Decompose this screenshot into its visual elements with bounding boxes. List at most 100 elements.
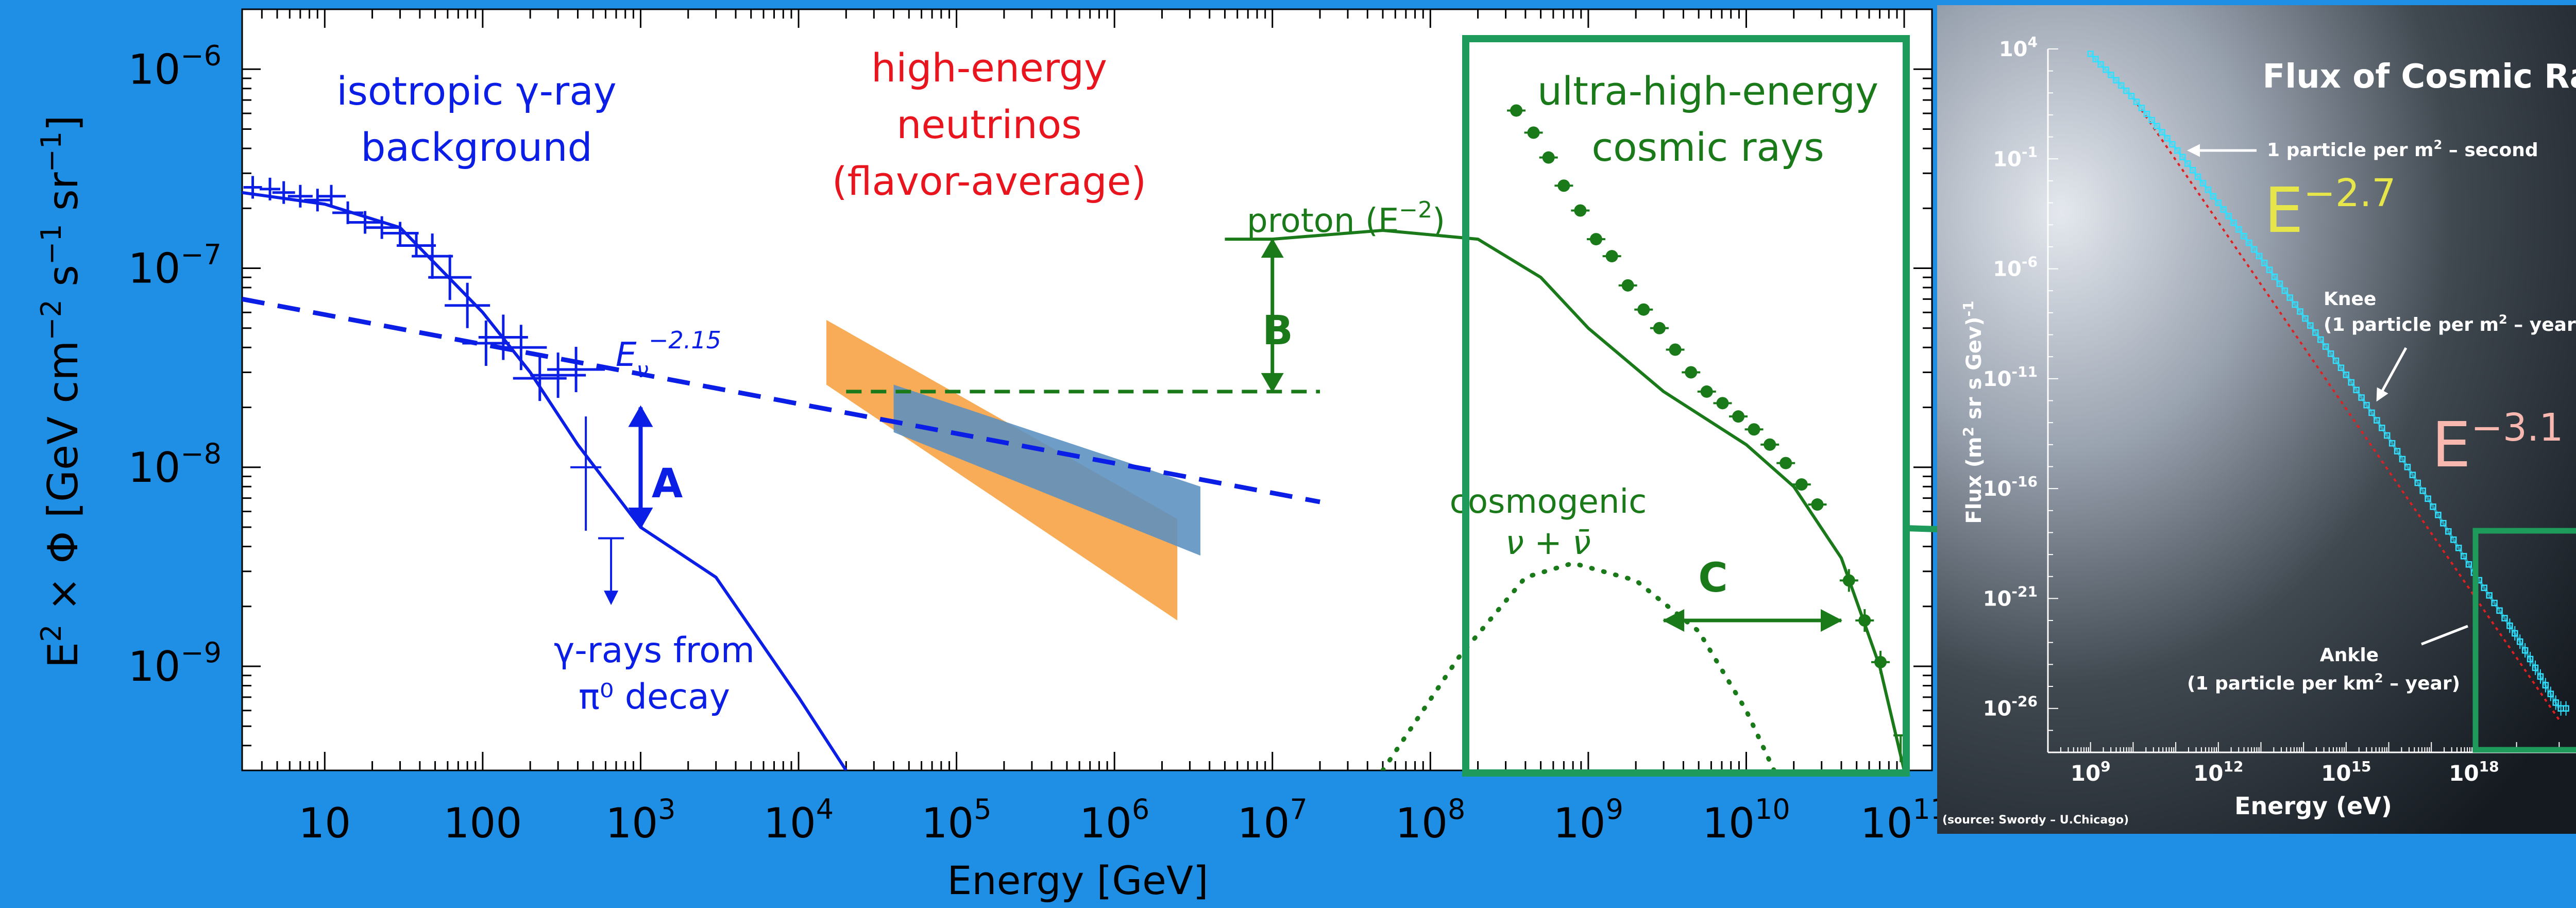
proton-curve <box>1272 229 1906 770</box>
inset-flux-point <box>2246 239 2252 246</box>
label-hen-2: neutrinos <box>896 102 1082 147</box>
inset-flux-point <box>2486 592 2493 599</box>
inset-flux-point <box>2138 105 2145 111</box>
inset-x-tick-labels: 1091012101510181021 <box>2071 758 2499 786</box>
inset-flux-point <box>2174 147 2181 154</box>
inset-flux-point <box>2108 72 2114 78</box>
inset-flux-point <box>2297 308 2303 315</box>
inset-flux-point <box>2379 425 2385 431</box>
uhecr-point <box>1589 233 1602 246</box>
y-tick-label: 10−6 <box>128 39 222 93</box>
inset-fit-line <box>2132 97 2560 721</box>
inset-flux-point <box>2189 166 2196 174</box>
main-chart: 10 100 103 104 105 106 107 108 109 1010 1011 10−61… <box>35 8 1948 903</box>
inset-y-tick-label: 10-26 <box>1983 693 2038 721</box>
inset-flux-point <box>2210 193 2217 200</box>
inset-flux-point <box>2117 82 2125 89</box>
arrow-A-head-top <box>628 405 653 427</box>
inset-flux-point <box>2317 336 2324 343</box>
inset-flux-point <box>2358 394 2365 401</box>
y-tick-label: 10−7 <box>128 239 222 293</box>
inset-flux-point <box>2312 329 2319 336</box>
uhecr-point <box>1795 478 1808 491</box>
annot-ankle: Ankle <box>2320 645 2379 666</box>
label-hen-3: (flavor-average) <box>832 158 1146 204</box>
annot-slope1: E−2.7 <box>2264 171 2396 247</box>
uhecr-point <box>1605 250 1618 263</box>
label-A: A <box>652 461 683 507</box>
label-hen-1: high-energy <box>871 45 1107 91</box>
inset-flux-point <box>2235 226 2242 233</box>
label-ev-power: Eν−2.15 <box>616 326 721 382</box>
inset-flux-point <box>2261 259 2268 266</box>
pi0-decay-curve <box>242 191 848 770</box>
inset-flux-point <box>2199 180 2207 187</box>
inset-flux-point <box>2445 528 2452 535</box>
uhecr-point <box>1685 366 1698 379</box>
inset-flux-point <box>2113 77 2120 83</box>
inset-flux-point <box>2241 232 2247 240</box>
uhecr-point <box>1700 385 1713 398</box>
inset-flux-point <box>2302 315 2309 322</box>
inset-flux-point <box>2307 322 2314 329</box>
label-C: C <box>1698 555 1727 601</box>
inset-flux-point <box>2435 512 2442 518</box>
y-tick-label: 10−9 <box>128 636 222 691</box>
inset-flux-point <box>2460 552 2467 560</box>
inset-flux-point <box>2271 273 2278 280</box>
inset-flux-point <box>2215 199 2222 206</box>
inset-flux-point <box>2374 417 2380 424</box>
inset-flux-point <box>2276 280 2283 287</box>
annot-per-second: 1 particle per m2 – second <box>2267 138 2538 161</box>
inset-y-tick-label: 10-16 <box>1983 473 2038 501</box>
inset-flux-point <box>2363 401 2370 409</box>
inset-x-tick-label: 1012 <box>2193 758 2243 786</box>
inset-flux-point <box>2092 56 2099 62</box>
inset-flux-point <box>2286 294 2293 301</box>
annot-slope2: E−3.1 <box>2432 406 2564 481</box>
annot-knee: Knee <box>2324 289 2376 310</box>
main-axis-ticks <box>241 8 1932 771</box>
inset-flux-point <box>2409 472 2416 478</box>
inset-flux-point <box>2368 409 2375 416</box>
arrow-C-head-left <box>1663 609 1685 632</box>
main-y-axis-label: E2 × Φ [GeV cm−2 s−1 sr−1] <box>35 115 87 668</box>
uhecr-point <box>1732 410 1745 423</box>
label-igrb-2: background <box>361 124 592 170</box>
inset-flux-point <box>2220 206 2227 213</box>
arrow-B-head-bottom <box>1261 373 1284 393</box>
label-cosmogenic-2: ν + ν̄ <box>1505 524 1591 562</box>
inset-y-tick-labels: 104 10-1 10-6 10-11 10-16 10-21 10-26 <box>1983 33 2038 721</box>
x-tick-label: 105 <box>922 793 992 847</box>
annot-ankle-detail: (1 particle per km2 – year) <box>2187 671 2460 694</box>
x-tick-label: 1010 <box>1702 793 1790 847</box>
inset-flux-point <box>2481 584 2488 591</box>
label-B: B <box>1262 308 1293 354</box>
inset-flux-point <box>2179 154 2186 161</box>
inset-flux-point <box>2154 123 2160 129</box>
main-x-axis-label: Energy [GeV] <box>947 857 1208 903</box>
x-tick-label: 10 <box>298 799 351 847</box>
inset-flux-point <box>2501 615 2508 621</box>
ev-power-law-line <box>242 296 1320 505</box>
inset-flux-point <box>2496 607 2503 614</box>
inset-flux-point <box>2383 432 2391 439</box>
inset-flux-point <box>2281 287 2289 294</box>
uhecr-point <box>1764 438 1776 451</box>
inset-flux-point <box>2103 66 2109 73</box>
x-tick-label: 106 <box>1079 793 1149 847</box>
annot-ankle-arrow <box>2421 625 2468 646</box>
uhecr-point <box>1811 498 1824 511</box>
inset-x-tick-label: 1018 <box>2449 758 2499 786</box>
inset-flux-point <box>2256 253 2263 260</box>
x-tick-label: 100 <box>444 799 522 847</box>
x-tick-label: 104 <box>764 793 834 847</box>
inset-flux-point <box>2169 141 2176 148</box>
uhecr-point <box>1637 303 1650 316</box>
main-chart-marks <box>242 104 1908 770</box>
cosmogenic-curve <box>1380 561 1776 770</box>
x-tick-label: 1011 <box>1860 793 1948 847</box>
inset-chart-marks <box>2087 51 2569 721</box>
label-gamma-decay-1: γ-rays from <box>554 630 755 671</box>
x-tick-label: 108 <box>1395 793 1465 847</box>
